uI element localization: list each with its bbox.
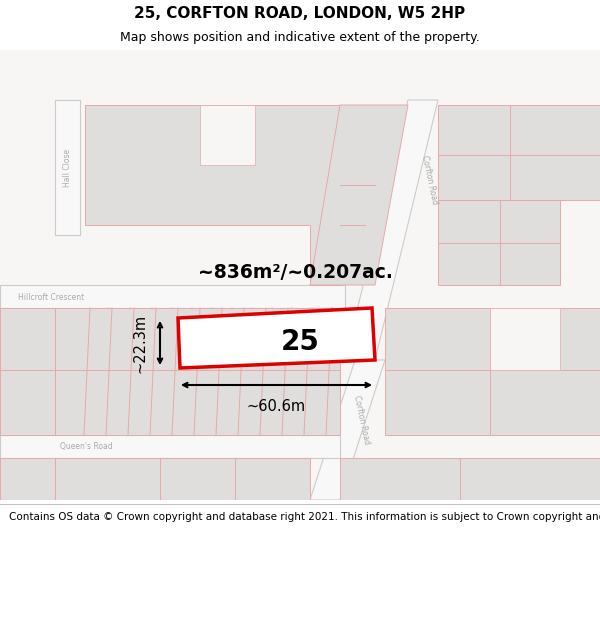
Polygon shape [310,360,385,500]
Polygon shape [0,285,345,308]
Text: 25: 25 [281,328,319,356]
Text: Contains OS data © Crown copyright and database right 2021. This information is : Contains OS data © Crown copyright and d… [9,512,600,522]
Polygon shape [200,105,255,165]
Polygon shape [0,435,340,458]
FancyBboxPatch shape [0,50,600,500]
Text: Corfton Road: Corfton Road [352,394,371,446]
Text: ~22.3m: ~22.3m [133,314,148,372]
Polygon shape [178,308,375,368]
Polygon shape [55,308,340,435]
Polygon shape [0,458,55,500]
Polygon shape [85,105,290,165]
Text: Corfton Road: Corfton Road [421,154,440,206]
Text: ~60.6m: ~60.6m [247,399,306,414]
Text: Map shows position and indicative extent of the property.: Map shows position and indicative extent… [120,31,480,44]
Polygon shape [55,100,80,235]
Polygon shape [85,165,200,225]
Text: ~836m²/~0.207ac.: ~836m²/~0.207ac. [197,262,392,281]
Polygon shape [438,105,600,200]
Polygon shape [200,105,290,225]
Polygon shape [438,200,560,285]
Polygon shape [55,458,310,500]
Polygon shape [0,308,55,435]
Polygon shape [340,458,600,500]
Text: Hillcroft Crescent: Hillcroft Crescent [18,294,84,302]
Text: Queen's Road: Queen's Road [60,441,113,451]
Text: Hall Close: Hall Close [64,149,73,187]
Polygon shape [490,308,560,370]
Polygon shape [345,100,438,360]
Text: 25, CORFTON ROAD, LONDON, W5 2HP: 25, CORFTON ROAD, LONDON, W5 2HP [134,6,466,21]
Polygon shape [85,105,340,285]
Polygon shape [310,105,408,285]
Polygon shape [385,308,600,435]
